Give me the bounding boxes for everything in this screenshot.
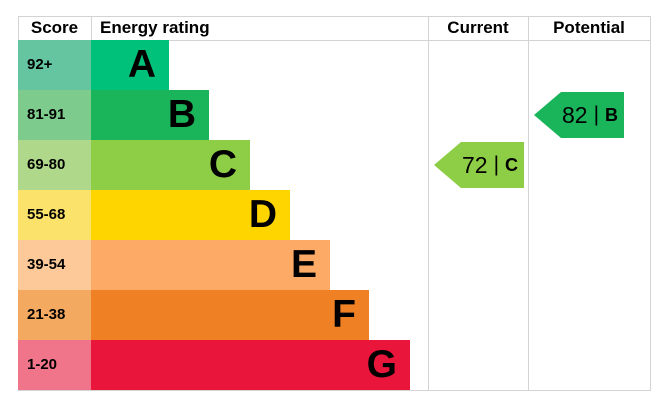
rating-letter: E <box>290 243 317 286</box>
score-range-cell-g: 1-20 <box>18 340 91 390</box>
current-band-letter: C <box>505 154 519 175</box>
current-column-header: Current <box>447 18 509 37</box>
current-rating-arrow: 72 | C <box>434 142 524 188</box>
score-range-cell-a: 92+ <box>18 40 91 90</box>
rating-letter: B <box>167 93 196 136</box>
score-range-cell-c: 69-80 <box>18 140 91 190</box>
rating-bar-g: G <box>91 340 410 390</box>
potential-column-header: Potential <box>553 18 625 37</box>
table-top-border <box>18 16 651 17</box>
score-range-cell-d: 55-68 <box>18 190 91 240</box>
arrow-separator: | <box>493 153 500 176</box>
rating-bar-d: D <box>91 190 290 240</box>
potential-rating-arrow: 82 | B <box>534 92 624 138</box>
rating-bar-c: C <box>91 140 250 190</box>
table-bottom-border <box>18 390 651 391</box>
potential-score-value: 82 <box>561 101 588 128</box>
score-range-cell-e: 39-54 <box>18 240 91 290</box>
rating-bar-a: A <box>91 40 169 90</box>
arrow-separator: | <box>593 103 600 126</box>
rating-bar-b: B <box>91 90 209 140</box>
rating-letter: C <box>208 143 237 186</box>
energy-rating-column-header: Energy rating <box>100 18 210 37</box>
rating-letter: D <box>248 193 277 236</box>
current-score-value: 72 <box>461 151 488 178</box>
rating-letter: G <box>366 343 397 386</box>
header-bottom-border <box>18 40 651 41</box>
score-column-divider <box>91 16 92 40</box>
current-column-divider <box>428 16 429 390</box>
potential-column-divider <box>528 16 529 390</box>
rating-letter: F <box>332 293 356 336</box>
potential-band-letter: B <box>605 104 619 125</box>
score-column-header: Score <box>30 18 79 37</box>
score-range-cell-b: 81-91 <box>18 90 91 140</box>
rating-letter: A <box>127 43 156 86</box>
rating-bar-e: E <box>91 240 330 290</box>
score-range-cell-f: 21-38 <box>18 290 91 340</box>
rating-bar-f: F <box>91 290 369 340</box>
